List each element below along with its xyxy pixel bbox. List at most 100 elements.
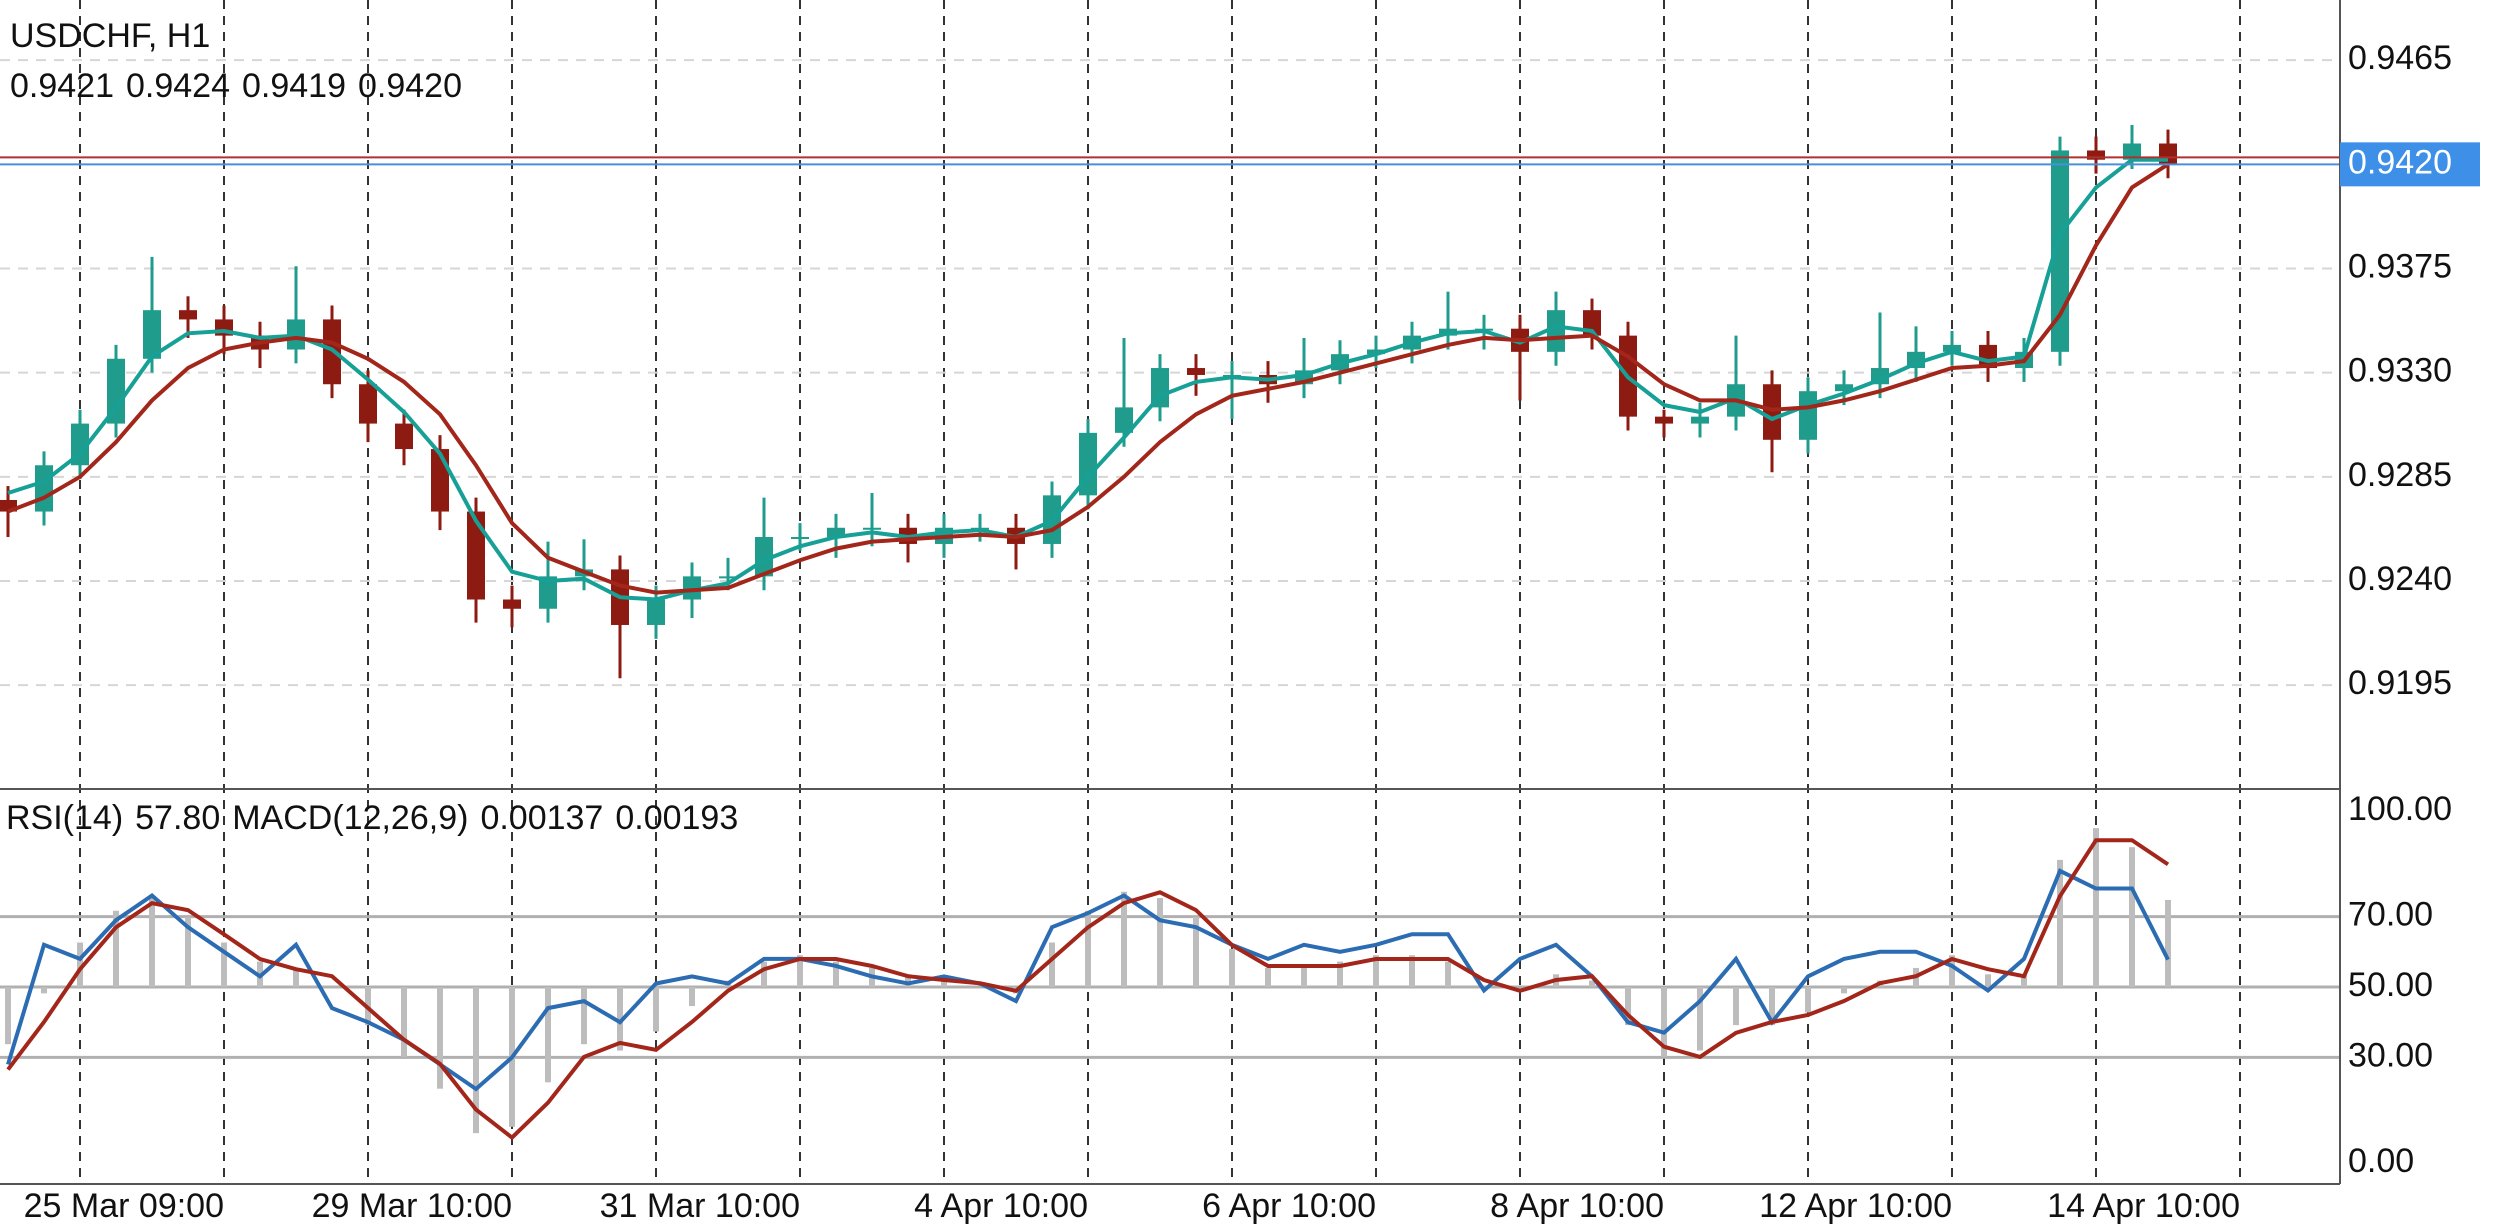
- macd-bar: [653, 987, 659, 1032]
- macd-bar: [77, 942, 83, 987]
- macd-bar: [401, 987, 407, 1057]
- macd-bar: [293, 967, 299, 987]
- macd-bar: [2093, 828, 2099, 987]
- low-value: 0.9419: [242, 67, 346, 105]
- macd-bar: [5, 987, 11, 1045]
- candle-body: [179, 310, 197, 320]
- y-tick-label: 70.00: [2348, 896, 2433, 934]
- macd-bar: [1697, 987, 1703, 1051]
- macd-title: MACD(12,26,9): [232, 799, 468, 837]
- bid-price-label: 0.9420: [2348, 143, 2452, 181]
- x-tick-label: 25 Mar 09:00: [24, 1187, 224, 1225]
- macd-bar: [833, 961, 839, 987]
- macd-bar: [941, 980, 947, 987]
- macd-bar: [149, 898, 155, 987]
- candle-body: [431, 449, 449, 512]
- x-tick-label: 6 Apr 10:00: [1202, 1187, 1376, 1225]
- macd-bar: [2021, 974, 2027, 987]
- close-value: 0.9420: [358, 67, 462, 105]
- candle-body: [683, 576, 701, 600]
- macd-bar: [1985, 974, 1991, 987]
- x-tick-label: 31 Mar 10:00: [600, 1187, 800, 1225]
- x-tick-label: 8 Apr 10:00: [1490, 1187, 1664, 1225]
- candle-body: [1151, 368, 1169, 408]
- x-tick-label: 29 Mar 10:00: [312, 1187, 512, 1225]
- rsi-line: [6, 868, 2170, 1092]
- rsi-value: 57.80: [135, 799, 220, 837]
- macd-bar: [113, 910, 119, 987]
- y-tick-label: 0.9375: [2348, 247, 2452, 285]
- marks-layer: [0, 124, 2340, 1141]
- y-tick-label: 0.00: [2348, 1142, 2414, 1180]
- macd-bar: [185, 917, 191, 987]
- macd-bar: [2129, 847, 2135, 987]
- y-tick-label: 0.9285: [2348, 456, 2452, 494]
- macd-bar: [1157, 898, 1163, 987]
- candle-body: [1115, 407, 1133, 433]
- macd-bar: [689, 987, 695, 1007]
- macd-value: 0.00137: [480, 799, 603, 837]
- y-tick-label: 0.9330: [2348, 352, 2452, 390]
- macd-bar: [1589, 980, 1595, 987]
- x-tick-label: 12 Apr 10:00: [1759, 1187, 1952, 1225]
- candle-body: [1367, 349, 1385, 355]
- macd-bar: [1805, 987, 1811, 1013]
- macd-bar: [1085, 910, 1091, 987]
- candle-body: [2123, 143, 2141, 160]
- candle-body: [107, 358, 125, 424]
- candle-body: [863, 527, 881, 530]
- candle-body: [2051, 150, 2069, 352]
- y-tick-label: 0.9465: [2348, 39, 2452, 77]
- bid-box: [2340, 142, 2480, 187]
- candle-body: [1655, 416, 1673, 424]
- macd-bar: [905, 974, 911, 987]
- macd-bar: [1337, 961, 1343, 987]
- macd-bar: [1373, 955, 1379, 987]
- candle-body: [1547, 310, 1565, 352]
- candle-body: [647, 599, 665, 625]
- y-tick-label: 100.00: [2348, 790, 2452, 828]
- signal-value: 0.00193: [615, 799, 738, 837]
- rsi-title: RSI(14): [6, 799, 123, 837]
- candle-body: [503, 599, 521, 609]
- candle-body: [1943, 344, 1961, 352]
- y-tick-label: 0.9240: [2348, 560, 2452, 598]
- macd-bar: [2057, 859, 2063, 987]
- candle-body: [359, 384, 377, 424]
- macd-bar: [1769, 987, 1775, 1026]
- macd-bar: [1229, 948, 1235, 987]
- candle-body: [1835, 384, 1853, 392]
- y-tick-label: 50.00: [2348, 966, 2433, 1004]
- y-tick-label: 0.9195: [2348, 664, 2452, 702]
- macd-bar: [761, 961, 767, 987]
- candle-body: [1799, 391, 1817, 440]
- candle-body: [2087, 150, 2105, 160]
- labels-layer: 0.9465 0.9375 0.9330 0.9285 0.9240 0.9195 100.…: [24, 39, 2480, 1225]
- macd-bar: [1049, 942, 1055, 987]
- macd-bar: [1409, 955, 1415, 987]
- indicator-readout: RSI(14) 57.80 MACD(12,26,9) 0.00137 0.00193: [6, 799, 738, 837]
- candle-body: [791, 537, 809, 540]
- macd-bar: [437, 987, 443, 1089]
- x-tick-label: 14 Apr 10:00: [2047, 1187, 2240, 1225]
- candle-body: [755, 537, 773, 577]
- y-tick-label: 30.00: [2348, 1036, 2433, 1074]
- signal-line: [6, 838, 2170, 1141]
- macd-bar: [1445, 961, 1451, 987]
- moving-average: [7, 157, 2168, 602]
- candle-body: [719, 576, 737, 579]
- macd-bar: [473, 987, 479, 1134]
- candle-body: [1187, 368, 1205, 375]
- macd-bar: [1733, 987, 1739, 1026]
- candle-body: [467, 511, 485, 600]
- macd-bar: [1841, 987, 1847, 994]
- open-value: 0.9421: [10, 67, 114, 105]
- high-value: 0.9424: [126, 67, 230, 105]
- macd-bar: [1661, 987, 1667, 1057]
- macd-bar: [221, 942, 227, 987]
- macd-bar: [41, 987, 47, 994]
- macd-bar: [1265, 967, 1271, 987]
- symbol-title: USDCHF, H1: [10, 17, 210, 55]
